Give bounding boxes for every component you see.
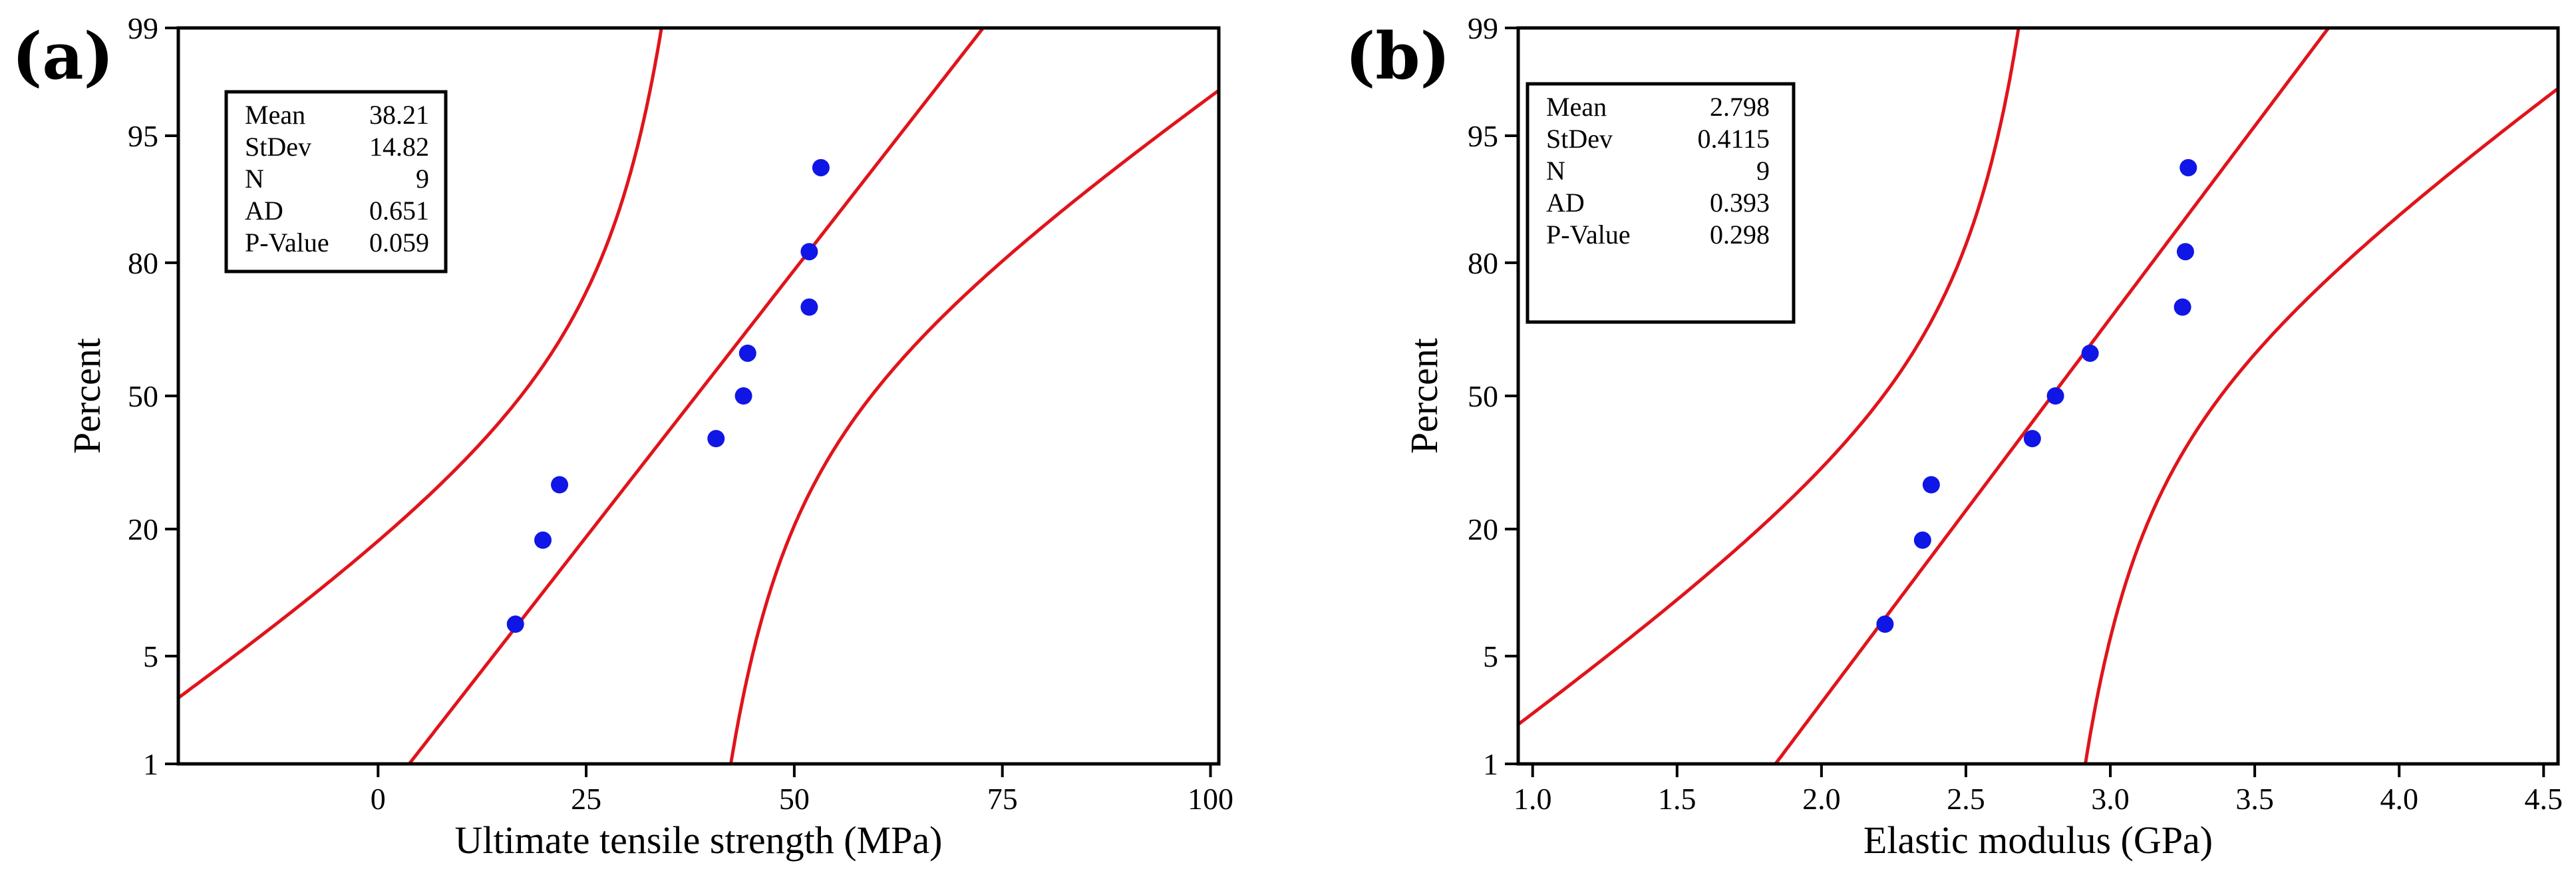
x-tick-label: 3.0 (2091, 782, 2130, 816)
panel-b: (b) 1.0 1.5 2.0 2.5 3.0 3.5 4.0 4.5 1 5 20 50 80 95 99 E… (1345, 11, 2563, 862)
x-tick-label: 4.5 (2525, 782, 2563, 816)
statistics-box: Mean 2.798 StDev 0.4115 N 9 AD 0.393 P-Value 0.29… (1526, 82, 1796, 324)
data-point (1922, 476, 1940, 494)
lower-confidence-band (2083, 86, 2558, 764)
panel-a: (a) 0 25 50 75 100 1 5 20 50 80 95 99 Ultimate tensil… (12, 11, 1233, 862)
x-tick-label: 1.5 (1658, 782, 1696, 816)
panel-label: (a) (12, 19, 114, 94)
data-point (1876, 615, 1894, 633)
stat-label-stdev: StDev (245, 132, 311, 162)
stat-value-n: 9 (1756, 156, 1770, 186)
y-tick-label: 50 (1468, 379, 1498, 413)
statistics-box-frame (224, 90, 448, 273)
stat-label-pvalue: P-Value (245, 228, 329, 258)
statistics-box: Mean 38.21 StDev 14.82 N 9 AD 0.651 P-Value 0.059 (224, 90, 448, 273)
x-tick-label: 1.0 (1514, 782, 1552, 816)
upper-confidence-band (178, 28, 663, 700)
data-point (2179, 158, 2197, 176)
y-tick-label: 20 (1468, 512, 1498, 546)
y-axis-title: Percent (1402, 338, 1446, 454)
stat-value-pvalue: 0.298 (1710, 220, 1770, 250)
fitted-line (406, 28, 985, 764)
stat-label-ad: AD (1546, 188, 1585, 218)
stat-value-ad: 0.393 (1710, 188, 1770, 218)
stat-value-mean: 2.798 (1710, 92, 1770, 122)
fit-lines (178, 28, 1219, 764)
y-tick-label: 1 (143, 747, 158, 781)
y-tick-label: 50 (128, 379, 158, 413)
y-tick-label: 95 (1468, 119, 1498, 153)
stat-value-stdev: 0.4115 (1697, 124, 1770, 154)
x-tick-label: 75 (987, 782, 1018, 816)
x-tick-label: 25 (571, 782, 601, 816)
x-tick-label: 2.0 (1802, 782, 1841, 816)
x-axis-title: Ultimate tensile strength (MPa) (455, 818, 943, 862)
y-tick-label: 95 (128, 119, 158, 153)
upper-confidence-band (1518, 28, 2020, 727)
stat-label-pvalue: P-Value (1546, 220, 1631, 250)
stat-label-stdev: StDev (1546, 124, 1613, 154)
x-tick-label: 2.5 (1947, 782, 1985, 816)
data-point (734, 387, 752, 405)
statistics-box-frame (1526, 82, 1796, 324)
data-point (2081, 344, 2099, 362)
y-tick-label: 5 (1483, 639, 1498, 673)
data-point (2023, 430, 2041, 448)
x-tick-label: 50 (779, 782, 810, 816)
panel-label: (b) (1345, 19, 1450, 94)
data-point (551, 476, 569, 494)
x-tick-label: 0 (371, 782, 386, 816)
y-tick-label: 99 (128, 11, 158, 45)
y-tick-label: 80 (128, 246, 158, 280)
data-point (534, 531, 552, 549)
stat-value-pvalue: 0.059 (369, 228, 429, 258)
stat-value-n: 9 (416, 164, 429, 194)
stat-value-mean: 38.21 (369, 100, 429, 130)
x-tick-label: 100 (1188, 782, 1233, 816)
stat-label-n: N (1546, 156, 1565, 186)
y-tick-label: 5 (143, 639, 158, 673)
stat-label-ad: AD (245, 196, 283, 226)
stat-label-n: N (245, 164, 264, 194)
y-tick-label: 20 (128, 512, 158, 546)
stat-value-stdev: 14.82 (369, 132, 429, 162)
y-tick-label: 1 (1483, 747, 1498, 781)
data-point (1913, 531, 1931, 549)
stat-label-mean: Mean (1546, 92, 1607, 122)
x-axis-title: Elastic modulus (GPa) (1863, 818, 2213, 862)
data-point (800, 243, 818, 261)
data-point (2174, 298, 2191, 316)
stat-value-ad: 0.651 (369, 196, 429, 226)
data-point (812, 158, 830, 176)
y-axis-title: Percent (65, 338, 108, 454)
data-point (738, 344, 756, 362)
data-point (506, 615, 524, 633)
data-point (2046, 387, 2064, 405)
lower-confidence-band (728, 88, 1219, 764)
stat-label-mean: Mean (245, 100, 305, 130)
data-point (707, 430, 725, 448)
x-tick-label: 4.0 (2380, 782, 2418, 816)
y-tick-label: 99 (1468, 11, 1498, 45)
x-tick-label: 3.5 (2235, 782, 2274, 816)
y-tick-label: 80 (1468, 246, 1498, 280)
data-point (2176, 243, 2194, 261)
data-point (800, 298, 818, 316)
